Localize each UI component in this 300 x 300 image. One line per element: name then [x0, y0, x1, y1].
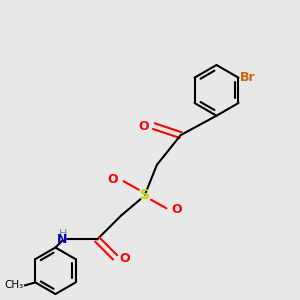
Text: CH₃: CH₃: [4, 280, 23, 290]
Text: O: O: [139, 120, 149, 133]
Text: S: S: [140, 188, 150, 202]
Text: O: O: [120, 252, 130, 266]
Text: Br: Br: [240, 71, 256, 84]
Text: H: H: [59, 229, 68, 239]
Text: N: N: [57, 233, 68, 246]
Text: O: O: [172, 203, 182, 216]
Text: O: O: [107, 173, 118, 186]
